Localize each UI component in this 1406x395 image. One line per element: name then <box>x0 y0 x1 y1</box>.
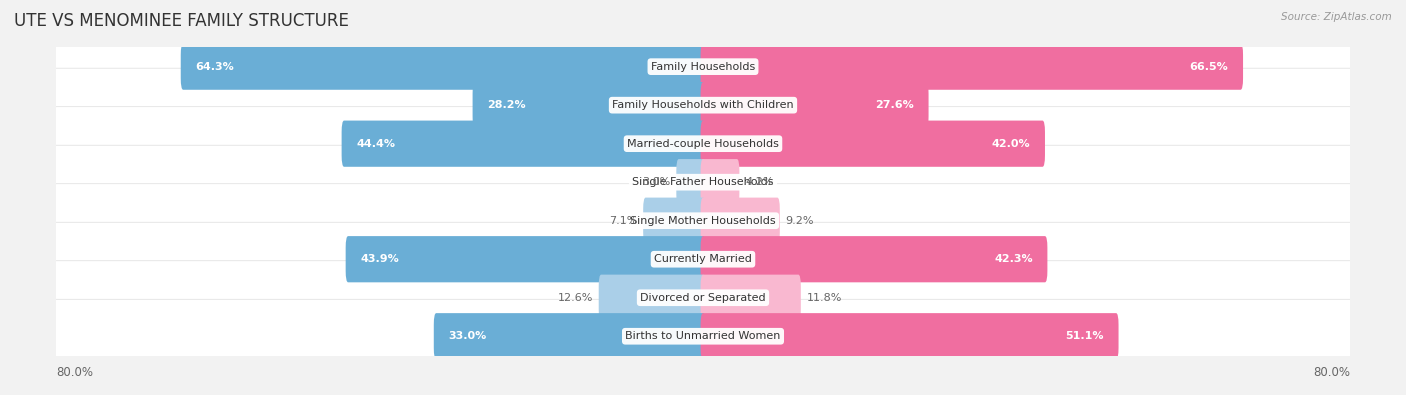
Text: 80.0%: 80.0% <box>56 366 93 379</box>
FancyBboxPatch shape <box>52 68 1354 142</box>
FancyBboxPatch shape <box>472 82 706 128</box>
FancyBboxPatch shape <box>700 120 1045 167</box>
FancyBboxPatch shape <box>52 184 1354 258</box>
FancyBboxPatch shape <box>700 198 780 244</box>
FancyBboxPatch shape <box>52 261 1354 335</box>
FancyBboxPatch shape <box>700 236 1047 282</box>
FancyBboxPatch shape <box>434 313 706 359</box>
FancyBboxPatch shape <box>599 275 706 321</box>
Text: Source: ZipAtlas.com: Source: ZipAtlas.com <box>1281 12 1392 22</box>
FancyBboxPatch shape <box>346 236 706 282</box>
FancyBboxPatch shape <box>643 198 706 244</box>
FancyBboxPatch shape <box>700 43 1243 90</box>
FancyBboxPatch shape <box>52 107 1354 181</box>
FancyBboxPatch shape <box>700 275 801 321</box>
FancyBboxPatch shape <box>52 145 1354 219</box>
Text: 42.3%: 42.3% <box>994 254 1033 264</box>
Text: 80.0%: 80.0% <box>1313 366 1350 379</box>
Text: Family Households with Children: Family Households with Children <box>612 100 794 110</box>
Text: 64.3%: 64.3% <box>195 62 233 71</box>
FancyBboxPatch shape <box>181 43 706 90</box>
Text: 42.0%: 42.0% <box>991 139 1031 149</box>
FancyBboxPatch shape <box>52 299 1354 373</box>
Text: Divorced or Separated: Divorced or Separated <box>640 293 766 303</box>
Text: 12.6%: 12.6% <box>558 293 593 303</box>
Text: 9.2%: 9.2% <box>786 216 814 226</box>
Text: 28.2%: 28.2% <box>486 100 526 110</box>
Text: UTE VS MENOMINEE FAMILY STRUCTURE: UTE VS MENOMINEE FAMILY STRUCTURE <box>14 12 349 30</box>
Text: Births to Unmarried Women: Births to Unmarried Women <box>626 331 780 341</box>
Text: Currently Married: Currently Married <box>654 254 752 264</box>
Text: 11.8%: 11.8% <box>807 293 842 303</box>
FancyBboxPatch shape <box>700 82 928 128</box>
Text: 3.0%: 3.0% <box>643 177 671 187</box>
FancyBboxPatch shape <box>676 159 706 205</box>
Text: 51.1%: 51.1% <box>1066 331 1104 341</box>
Text: Single Father Households: Single Father Households <box>633 177 773 187</box>
Text: 43.9%: 43.9% <box>360 254 399 264</box>
FancyBboxPatch shape <box>342 120 706 167</box>
Text: 44.4%: 44.4% <box>356 139 395 149</box>
Legend: Ute, Menominee: Ute, Menominee <box>623 394 783 395</box>
Text: Married-couple Households: Married-couple Households <box>627 139 779 149</box>
Text: 27.6%: 27.6% <box>876 100 914 110</box>
Text: Family Households: Family Households <box>651 62 755 71</box>
FancyBboxPatch shape <box>700 313 1119 359</box>
FancyBboxPatch shape <box>52 30 1354 103</box>
Text: 7.1%: 7.1% <box>609 216 637 226</box>
Text: 4.2%: 4.2% <box>745 177 773 187</box>
FancyBboxPatch shape <box>700 159 740 205</box>
Text: Single Mother Households: Single Mother Households <box>630 216 776 226</box>
Text: 33.0%: 33.0% <box>449 331 486 341</box>
Text: 66.5%: 66.5% <box>1189 62 1229 71</box>
FancyBboxPatch shape <box>52 222 1354 296</box>
